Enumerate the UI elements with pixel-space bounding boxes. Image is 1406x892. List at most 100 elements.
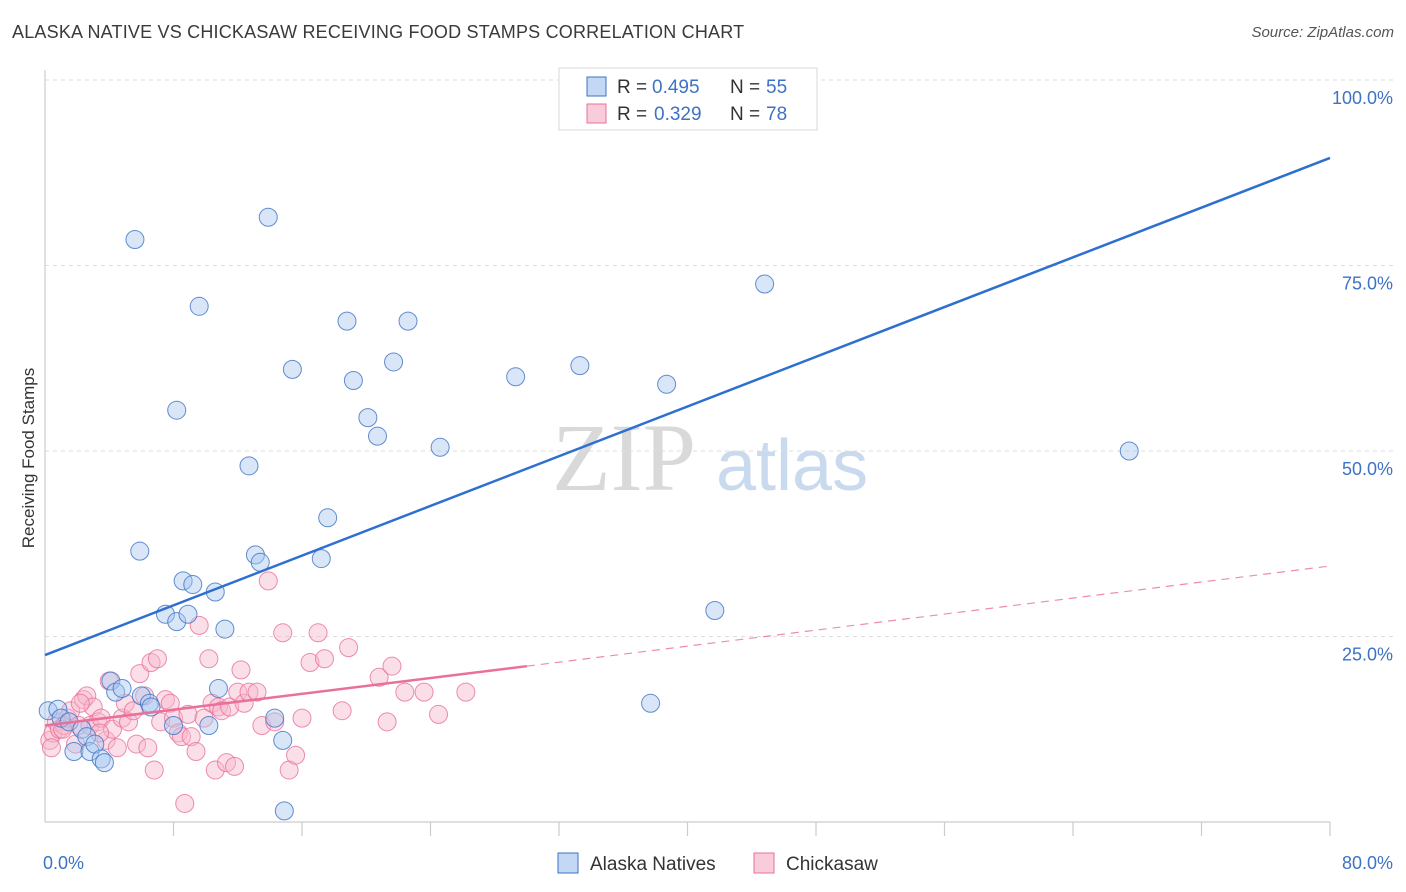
alaska-natives-point — [208, 678, 228, 698]
alaska-natives-point — [570, 356, 590, 376]
alaska-natives-point — [311, 549, 331, 569]
x-tick-label-max: 80.0% — [1342, 853, 1393, 873]
alaska-natives-point — [506, 367, 526, 387]
alaska-natives-point — [101, 671, 121, 691]
chickasaw-point — [286, 745, 306, 765]
alaska-natives-point — [641, 693, 661, 713]
chickasaw-point — [141, 652, 161, 672]
legend-n-value-pink: 78 — [766, 104, 787, 125]
alaska-natives-point — [705, 601, 725, 621]
legend-r-value-blue: 0.495 — [652, 77, 700, 98]
chickasaw-point — [205, 760, 225, 780]
alaska-natives-point — [337, 311, 357, 331]
series-chickasaw-points — [40, 571, 476, 813]
alaska-natives-point — [112, 678, 132, 698]
alaska-natives-point — [178, 604, 198, 624]
chickasaw-point — [231, 660, 251, 680]
legend-bottom-swatch-pink — [753, 852, 775, 874]
watermark-zip: ZIP — [552, 404, 696, 511]
chickasaw-point — [160, 693, 180, 713]
alaska-natives-point — [199, 716, 219, 736]
chickasaw-point — [332, 701, 352, 721]
watermark-atlas: atlas — [716, 426, 868, 506]
y-tick-label: 50.0% — [1342, 459, 1393, 479]
y-axis-title: Receiving Food Stamps — [19, 368, 38, 548]
legend-r-label-blue: R = — [617, 77, 647, 98]
chickasaw-trend-line-extended — [526, 565, 1331, 667]
alaska-natives-point — [273, 730, 293, 750]
alaska-natives-point — [167, 612, 187, 632]
chickasaw-point — [308, 623, 328, 643]
alaska-natives-point — [94, 753, 114, 773]
alaska-natives-point — [164, 716, 183, 736]
chickasaw-point — [96, 730, 116, 750]
legend-n-label-blue: N = — [730, 77, 760, 98]
alaska-natives-point — [64, 742, 84, 762]
alaska-natives-point — [167, 400, 187, 420]
alaska-natives-point — [106, 682, 126, 702]
legend-n-value-blue: 55 — [766, 77, 787, 98]
y-tick-label: 75.0% — [1342, 274, 1393, 294]
alaska-natives-point — [131, 686, 151, 706]
chickasaw-point — [115, 693, 135, 713]
alaska-natives-point — [274, 801, 294, 821]
chickasaw-point — [314, 649, 334, 669]
chickasaw-point — [382, 656, 402, 676]
alaska-natives-point — [657, 374, 677, 394]
chickasaw-point — [377, 712, 397, 732]
chickasaw-point — [41, 738, 61, 758]
chickasaw-point — [225, 756, 245, 776]
series-alaska-natives-points — [38, 207, 1139, 821]
chickasaw-point — [429, 704, 449, 724]
chickasaw-point — [172, 727, 192, 747]
alaska-natives-point — [258, 207, 278, 227]
alaska-natives-point — [343, 371, 363, 391]
chickasaw-point — [77, 686, 97, 706]
chickasaw-point — [119, 712, 139, 732]
alaska-natives-point — [265, 708, 285, 728]
legend-bottom: Alaska Natives Chickasaw — [557, 852, 878, 875]
legend-bottom-label-alaska-natives: Alaska Natives — [590, 854, 716, 875]
chickasaw-point — [414, 682, 434, 702]
alaska-natives-point — [1119, 441, 1139, 461]
alaska-natives-point — [77, 727, 97, 747]
chickasaw-point — [70, 693, 90, 713]
y-tick-labels: 25.0% 50.0% 75.0% 100.0% — [1332, 88, 1393, 665]
legend-bottom-label-chickasaw: Chickasaw — [786, 854, 878, 875]
chickasaw-point — [247, 682, 267, 702]
legend-top: R = 0.495 N = 55 R = 0.329 N = 78 — [558, 67, 818, 131]
chickasaw-point — [127, 734, 147, 754]
legend-n-label-pink: N = — [730, 104, 760, 125]
chart-title: ALASKA NATIVE VS CHICKASAW RECEIVING FOO… — [12, 22, 745, 42]
alaska-natives-point — [239, 456, 259, 476]
chickasaw-point — [147, 649, 167, 669]
alaska-natives-point — [215, 619, 235, 639]
chickasaw-point — [258, 571, 278, 591]
gridlines — [45, 79, 1393, 637]
legend-swatch-blue — [586, 76, 607, 97]
y-tick-label: 25.0% — [1342, 645, 1393, 665]
chickasaw-trend-line — [44, 664, 528, 727]
alaska-natives-point — [130, 541, 150, 561]
chickasaw-point — [83, 697, 103, 717]
chickasaw-point — [199, 649, 219, 669]
chickasaw-point — [175, 793, 195, 813]
alaska-natives-point — [358, 408, 378, 428]
chickasaw-point — [456, 682, 476, 702]
legend-swatch-pink — [586, 103, 607, 124]
x-tick-label-min: 0.0% — [43, 853, 84, 873]
source-credit: Source: ZipAtlas.com — [1251, 24, 1394, 41]
alaska-natives-point — [367, 426, 387, 446]
alaska-natives-point — [318, 508, 338, 528]
x-ticks — [172, 822, 1331, 836]
chickasaw-point — [138, 738, 158, 758]
alaska-natives-point — [430, 437, 450, 457]
alaska-natives-point — [755, 274, 775, 294]
chickasaw-point — [74, 690, 94, 710]
alaska-natives-point — [384, 352, 404, 372]
alaska-natives-point — [398, 311, 418, 331]
alaska-natives-point — [282, 359, 302, 379]
chickasaw-point — [181, 727, 201, 747]
chickasaw-point — [178, 704, 198, 724]
